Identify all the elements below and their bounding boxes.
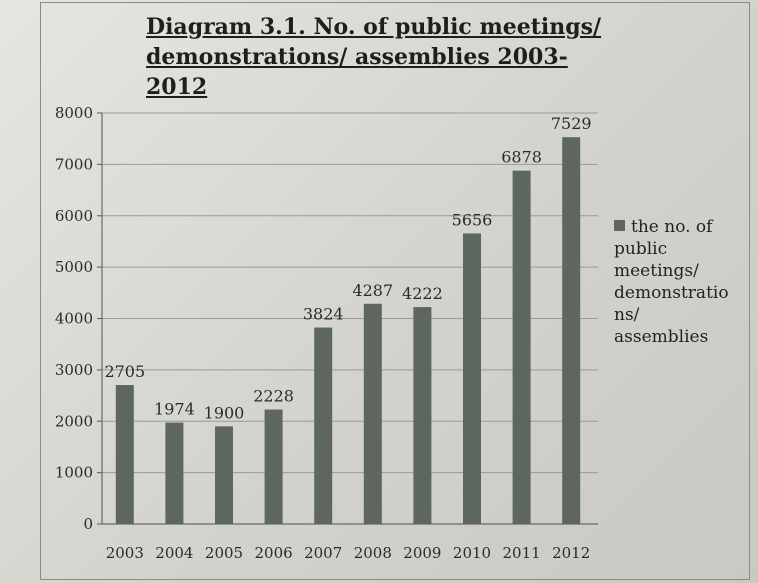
bar-2005 — [215, 426, 233, 524]
data-label-2006: 2228 — [253, 387, 294, 406]
legend: the no. of public meetings/ demonstratio… — [614, 216, 754, 348]
y-tick-label: 4000 — [55, 310, 93, 328]
chart-frame — [40, 2, 750, 580]
x-tick-label-2004: 2004 — [155, 544, 193, 562]
data-label-2010: 5656 — [452, 210, 493, 229]
chart-title-line-2: demonstrations/ assemblies 2003-2012 — [146, 44, 568, 100]
x-tick-label-2009: 2009 — [403, 544, 441, 562]
data-label-2012: 7529 — [551, 114, 592, 133]
legend-entry: the no. of public meetings/ demonstratio… — [614, 217, 729, 347]
y-tick-label: 0 — [83, 515, 93, 533]
x-tick-label-2007: 2007 — [304, 544, 342, 562]
bar-2010 — [463, 233, 481, 524]
chart-title-line-1: Diagram 3.1. No. of public meetings/ — [146, 14, 602, 40]
data-label-2003: 2705 — [104, 362, 145, 381]
x-tick-label-2005: 2005 — [205, 544, 243, 562]
bar-2011 — [512, 170, 531, 524]
bar-2007 — [314, 327, 333, 524]
data-label-2009: 4222 — [402, 284, 443, 303]
y-tick-label: 1000 — [55, 464, 93, 482]
chart-title: Diagram 3.1. No. of public meetings/ dem… — [146, 12, 606, 102]
bar-2012 — [562, 137, 581, 524]
x-tick-label-2012: 2012 — [552, 544, 590, 562]
data-label-layer: 2705 1974 1900 2228 3824 4287 4222 5656 6878 7529 — [104, 114, 591, 422]
data-label-2007: 3824 — [303, 305, 344, 324]
y-tick-label: 2000 — [55, 412, 93, 430]
y-tick-label: 5000 — [55, 258, 93, 276]
x-tick-label-2008: 2008 — [354, 544, 392, 562]
x-tick-label-2010: 2010 — [453, 544, 491, 562]
bar-2009 — [413, 307, 432, 524]
x-tick-label-2011: 2011 — [503, 544, 541, 562]
y-tick-label: 6000 — [55, 207, 93, 225]
legend-swatch — [614, 220, 625, 231]
data-label-2011: 6878 — [501, 148, 542, 167]
x-axis: 2003 2004 2005 2006 2007 2008 2009 2010 2011 2012 — [106, 544, 591, 562]
bar-2006 — [264, 409, 283, 524]
y-axis: 0 1000 2000 3000 4000 5000 6000 7000 8000 — [55, 104, 103, 533]
bar-layer — [115, 137, 581, 524]
bar-2003 — [115, 385, 134, 524]
y-tick-label: 3000 — [55, 361, 93, 379]
bar-2008 — [363, 303, 382, 524]
data-label-2008: 4287 — [352, 281, 393, 300]
bar-2004 — [165, 422, 184, 524]
data-label-2004: 1974 — [154, 400, 195, 419]
x-tick-label-2003: 2003 — [106, 544, 144, 562]
data-label-2005: 1900 — [204, 403, 245, 422]
x-tick-label-2006: 2006 — [255, 544, 293, 562]
y-tick-label: 7000 — [55, 155, 93, 173]
y-tick-label: 8000 — [55, 104, 93, 122]
